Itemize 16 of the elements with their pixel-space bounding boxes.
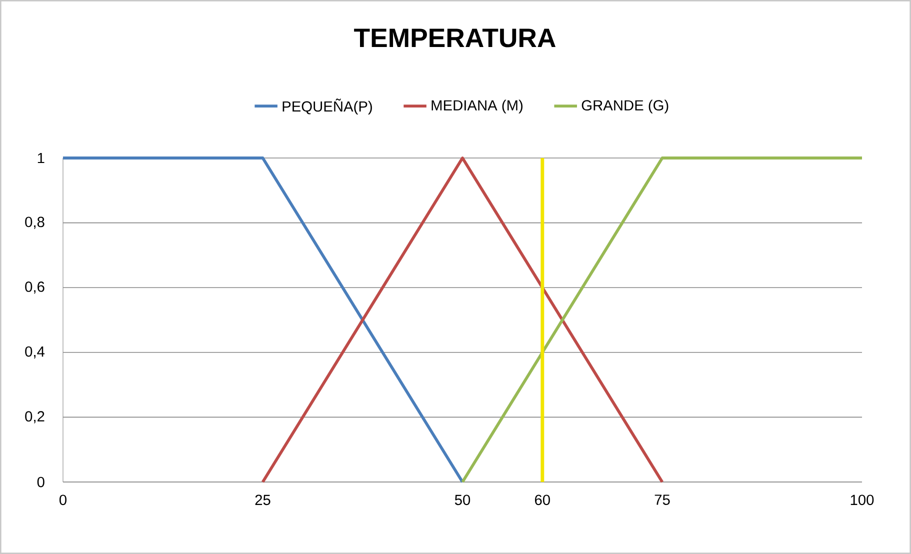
y-tick-label: 1 [38,152,44,164]
x-tick-label: 60 [535,494,550,506]
y-tick-label: 0,4 [25,346,45,358]
x-tick-label: 50 [454,494,470,506]
x-tick-label: 100 [850,494,874,506]
y-tick-label: 0,6 [25,282,44,294]
y-tick-label: 0 [37,476,44,488]
legend-label: GRANDE (G) [582,100,668,114]
x-tick-label: 25 [255,494,270,506]
y-tick-label: 0,8 [25,216,44,229]
y-tick-label: 0,2 [25,411,44,424]
x-tick-label: 75 [654,494,670,505]
x-tick-label: 0 [59,494,66,506]
legend-label: PEQUEÑA(P) [282,98,372,115]
legend-label: MEDIANA (M) [432,100,522,114]
chart-title: TEMPERATURA [354,28,556,48]
